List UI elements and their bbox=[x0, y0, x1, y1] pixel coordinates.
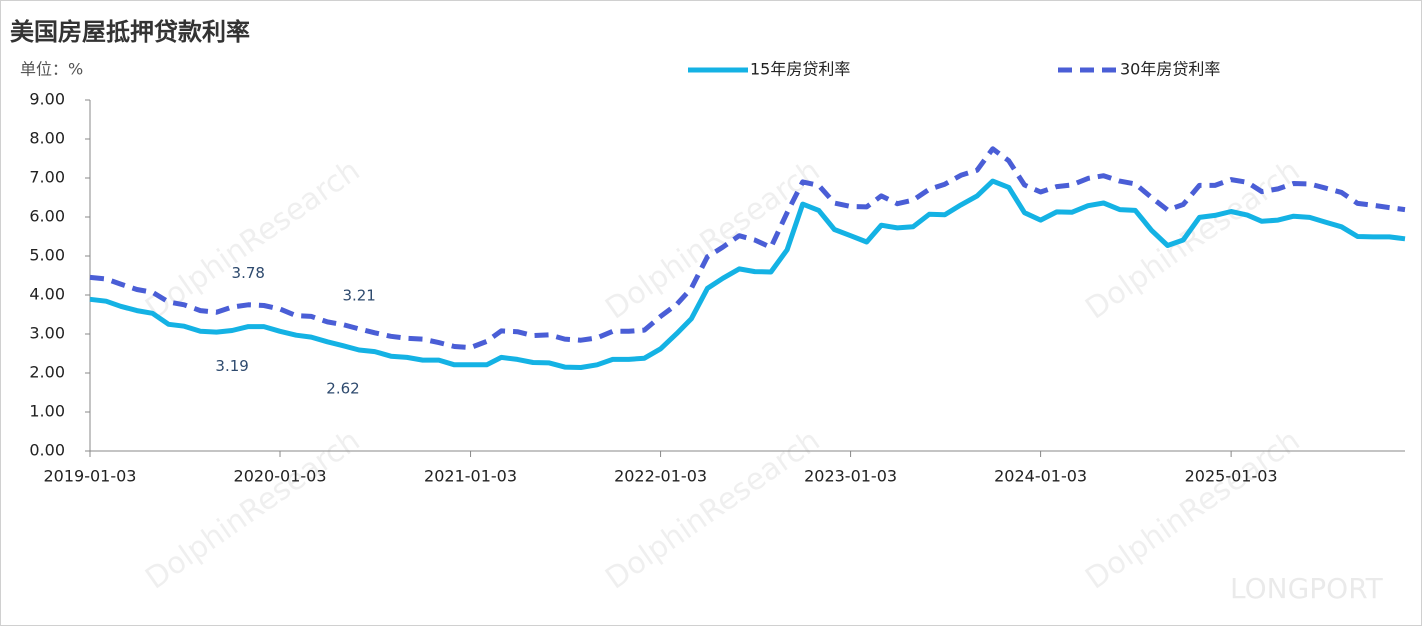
x-tick-label: 2021-01-03 bbox=[424, 467, 517, 486]
y-tick-label: 2.00 bbox=[29, 363, 65, 382]
unit-label: 单位：% bbox=[20, 60, 83, 79]
y-tick-label: 5.00 bbox=[29, 246, 65, 265]
data-label: 3.78 bbox=[232, 264, 265, 282]
x-tick-label: 2020-01-03 bbox=[234, 467, 327, 486]
data-label: 3.21 bbox=[342, 286, 375, 304]
legend-label: 15年房贷利率 bbox=[750, 60, 850, 79]
y-tick-label: 9.00 bbox=[29, 90, 65, 109]
series-line bbox=[89, 146, 1406, 351]
data-label: 2.62 bbox=[326, 379, 359, 397]
legend-label: 30年房贷利率 bbox=[1120, 60, 1220, 79]
y-tick-label: 1.00 bbox=[29, 402, 65, 421]
x-tick-label: 2022-01-03 bbox=[614, 467, 707, 486]
data-label: 3.19 bbox=[215, 357, 248, 375]
y-tick-label: 6.00 bbox=[29, 207, 65, 226]
x-tick-label: 2024-01-03 bbox=[994, 467, 1087, 486]
y-tick-label: 7.00 bbox=[29, 168, 65, 187]
y-tick-label: 3.00 bbox=[29, 324, 65, 343]
x-tick-label: 2019-01-03 bbox=[44, 467, 137, 486]
y-tick-label: 4.00 bbox=[29, 285, 65, 304]
x-tick-label: 2025-01-03 bbox=[1185, 467, 1278, 486]
x-tick-label: 2023-01-03 bbox=[804, 467, 897, 486]
y-tick-label: 8.00 bbox=[29, 129, 65, 148]
chart-title: 美国房屋抵押贷款利率 bbox=[10, 18, 250, 46]
brand: LONGPORT bbox=[1230, 572, 1384, 605]
series-line bbox=[89, 178, 1406, 370]
y-tick-label: 0.00 bbox=[29, 441, 65, 460]
